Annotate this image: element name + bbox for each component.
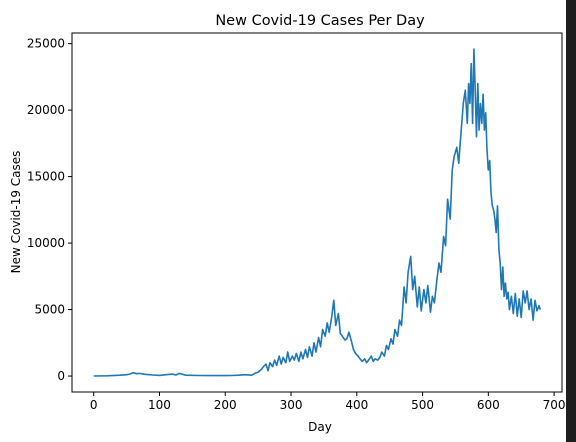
plot-frame	[71, 32, 563, 393]
chart-title: New Covid-19 Cases Per Day	[215, 13, 425, 29]
y-tick-label: 10000	[27, 236, 65, 250]
x-axis-label: Day	[308, 420, 332, 434]
x-axis-ticks: 0 100 200 300 400 500 600 700	[90, 392, 566, 412]
x-tick-label: 400	[345, 398, 368, 412]
x-tick-label: 500	[411, 398, 434, 412]
y-axis-ticks: 0 5000 10000 15000 20000 25000	[27, 37, 72, 383]
x-tick-label: 0	[90, 398, 98, 412]
y-axis-label: New Covid-19 Cases	[9, 151, 23, 274]
y-tick-label: 15000	[27, 170, 65, 184]
x-tick-label: 200	[214, 398, 237, 412]
y-tick-label: 0	[57, 369, 65, 383]
series-line	[93, 48, 542, 377]
y-tick-label: 25000	[27, 37, 65, 51]
y-tick-label: 20000	[27, 103, 65, 117]
x-tick-label: 300	[280, 398, 303, 412]
y-tick-label: 5000	[34, 303, 65, 317]
x-tick-label: 600	[477, 398, 500, 412]
x-tick-label: 700	[543, 398, 566, 412]
x-tick-label: 100	[148, 398, 171, 412]
